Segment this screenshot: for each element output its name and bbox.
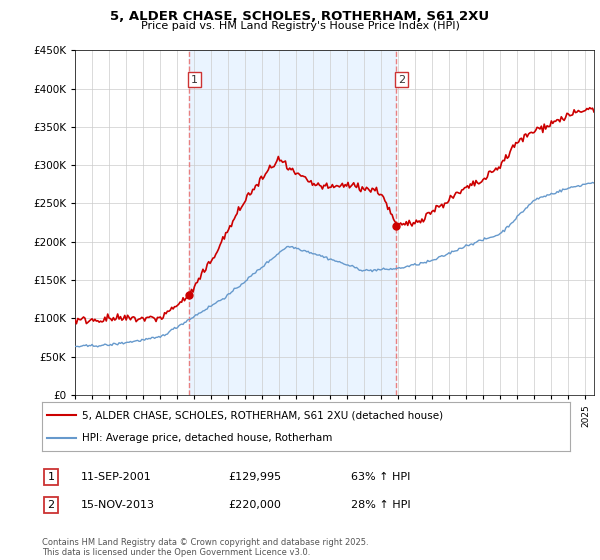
Text: £129,995: £129,995 — [228, 472, 281, 482]
Text: 5, ALDER CHASE, SCHOLES, ROTHERHAM, S61 2XU: 5, ALDER CHASE, SCHOLES, ROTHERHAM, S61 … — [110, 10, 490, 22]
Text: 28% ↑ HPI: 28% ↑ HPI — [351, 500, 410, 510]
Text: 1: 1 — [47, 472, 55, 482]
Text: Price paid vs. HM Land Registry's House Price Index (HPI): Price paid vs. HM Land Registry's House … — [140, 21, 460, 31]
Text: £220,000: £220,000 — [228, 500, 281, 510]
Bar — [189, 50, 396, 395]
Text: HPI: Average price, detached house, Rotherham: HPI: Average price, detached house, Roth… — [82, 433, 332, 444]
Text: 2: 2 — [47, 500, 55, 510]
Text: 63% ↑ HPI: 63% ↑ HPI — [351, 472, 410, 482]
Text: 1: 1 — [191, 74, 198, 85]
Text: 15-NOV-2013: 15-NOV-2013 — [81, 500, 155, 510]
Text: 11-SEP-2001: 11-SEP-2001 — [81, 472, 152, 482]
Text: 5, ALDER CHASE, SCHOLES, ROTHERHAM, S61 2XU (detached house): 5, ALDER CHASE, SCHOLES, ROTHERHAM, S61 … — [82, 410, 443, 421]
Text: 2: 2 — [398, 74, 405, 85]
Text: Contains HM Land Registry data © Crown copyright and database right 2025.
This d: Contains HM Land Registry data © Crown c… — [42, 538, 368, 557]
